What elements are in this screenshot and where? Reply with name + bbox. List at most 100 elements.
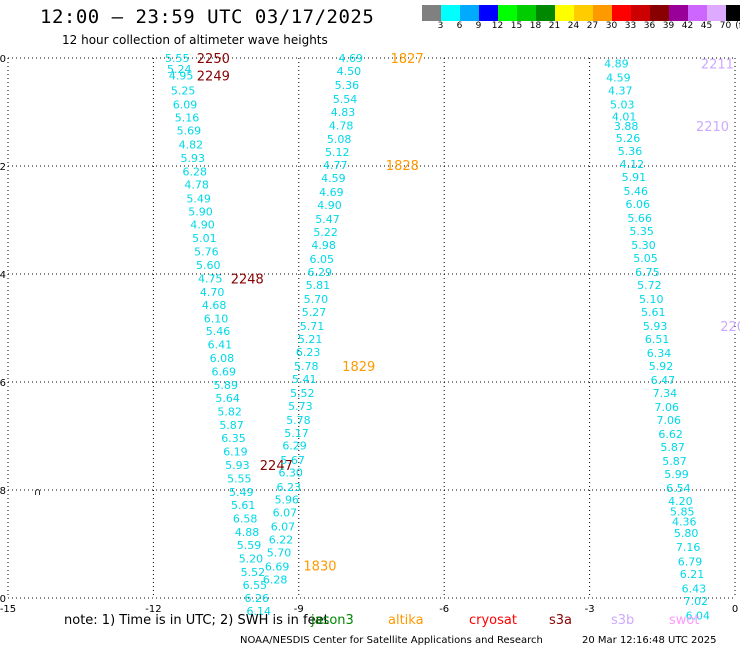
- legend-label: 70: [719, 21, 732, 31]
- wave-height-value: 5.26: [616, 132, 641, 145]
- pass-time-label: 1828: [386, 159, 419, 174]
- legend-label: 9: [475, 21, 482, 31]
- satellite-label-altika: altika: [388, 613, 424, 628]
- wave-height-value: 5.17: [284, 427, 309, 440]
- wave-height-value: 5.70: [267, 547, 292, 560]
- wave-height-value: 5.47: [315, 213, 340, 226]
- x-tick-label: -6: [439, 604, 449, 615]
- wave-height-value: 5.70: [304, 293, 329, 306]
- legend-swatch: [574, 5, 593, 21]
- wave-height-value: 5.78: [286, 414, 311, 427]
- page-subtitle: 12 hour collection of altimeter wave hei…: [62, 33, 328, 47]
- wave-height-value: 5.82: [217, 406, 242, 419]
- wave-height-value: 4.59: [606, 71, 631, 84]
- wave-height-value: 5.49: [229, 486, 254, 499]
- timestamp: 20 Mar 12:16:48 UTC 2025: [582, 635, 717, 646]
- satellite-label-swot: swot: [669, 613, 700, 628]
- x-tick-label: -15: [0, 604, 16, 615]
- legend-label: 24: [567, 21, 580, 31]
- wave-height-value: 5.99: [664, 468, 689, 481]
- legend-swatch: [479, 5, 498, 21]
- x-tick-label: 0: [732, 604, 738, 615]
- wave-height-value: 5.87: [660, 441, 685, 454]
- wave-height-value: 4.50: [337, 65, 362, 78]
- wave-height-value: 6.62: [658, 428, 683, 441]
- legend-swatch: [517, 5, 536, 21]
- wave-height-value: 6.23: [277, 481, 302, 494]
- wave-height-value: 6.35: [221, 432, 246, 445]
- wave-height-value: 5.22: [313, 226, 338, 239]
- wave-height-value: 5.69: [177, 124, 202, 137]
- wave-height-value: 4.78: [184, 178, 209, 191]
- wave-height-value: 5.93: [181, 152, 206, 165]
- legend-swatch: [536, 5, 555, 21]
- wave-height-value: 5.36: [335, 79, 360, 92]
- wave-height-value: 5.46: [624, 185, 649, 198]
- wave-height-value: 6.43: [682, 582, 707, 595]
- wave-height-value: 5.80: [674, 527, 699, 540]
- legend-swatch: [422, 5, 441, 21]
- legend-swatch: [631, 5, 650, 21]
- legend-unit: (ft): [735, 21, 740, 31]
- wave-height-value: 6.28: [182, 165, 207, 178]
- wave-height-value: 6.54: [666, 482, 691, 495]
- legend-label: 15: [510, 21, 523, 31]
- wave-height-value: 5.85: [670, 506, 695, 519]
- wave-height-value: 6.75: [635, 266, 660, 279]
- legend-swatch: [593, 5, 612, 21]
- wave-height-value: 5.93: [225, 459, 250, 472]
- wave-height-value: 4.83: [331, 106, 356, 119]
- wave-height-value: 6.28: [263, 574, 288, 587]
- wave-height-value: 4.82: [179, 138, 204, 151]
- wave-height-value: 5.61: [641, 306, 666, 319]
- wave-height-value: 5.59: [237, 539, 262, 552]
- color-legend: [422, 5, 740, 21]
- wave-height-value: 5.66: [627, 212, 652, 225]
- wave-height-value: 5.12: [325, 146, 350, 159]
- wave-height-value: 6.51: [645, 333, 670, 346]
- y-tick-label: -6: [0, 378, 6, 389]
- wave-height-value: 6.79: [678, 555, 703, 568]
- wave-height-value: 6.04: [686, 609, 711, 622]
- wave-height-value: 7.02: [684, 595, 709, 608]
- footer-note: note: 1) Time is in UTC; 2) SWH is in fe…: [64, 613, 329, 628]
- pass-time-label: 2248: [231, 272, 264, 287]
- wave-height-value: 6.55: [243, 579, 268, 592]
- wave-height-value: 6.23: [296, 346, 321, 359]
- wave-height-value: 5.72: [637, 279, 662, 292]
- wave-height-value: 6.69: [265, 561, 290, 574]
- wave-height-value: 6.30: [278, 467, 303, 480]
- pass-time-label: 2249: [197, 69, 230, 84]
- wave-height-value: 5.67: [280, 454, 305, 467]
- wave-height-value: 5.52: [241, 566, 266, 579]
- wave-height-value: 4.69: [339, 52, 364, 65]
- wave-height-value: 6.10: [204, 312, 229, 325]
- legend-swatch: [726, 5, 740, 21]
- x-tick-label: -3: [585, 604, 595, 615]
- wave-height-value: 4.37: [608, 84, 633, 97]
- wave-height-value: 4.90: [317, 199, 342, 212]
- wave-height-value: 5.24: [167, 63, 192, 76]
- y-tick-label: -8: [0, 486, 6, 497]
- legend-label: 42: [681, 21, 694, 31]
- wave-height-value: 7.06: [656, 414, 681, 427]
- wave-height-value: 6.14: [246, 605, 271, 618]
- wave-height-value: 5.05: [633, 252, 658, 265]
- wave-height-value: 5.76: [194, 245, 219, 258]
- wave-height-value: 6.29: [282, 440, 307, 453]
- wave-height-value: 4.75: [198, 272, 223, 285]
- wave-height-value: 5.64: [215, 392, 240, 405]
- y-tick-label: -10: [0, 594, 6, 605]
- wave-height-value: 5.16: [175, 111, 200, 124]
- x-tick-label: -12: [145, 604, 161, 615]
- wave-height-value: 5.81: [306, 279, 331, 292]
- wave-height-value: 6.05: [309, 253, 334, 266]
- page-title: 12:00 – 23:59 UTC 03/17/2025: [40, 6, 375, 28]
- satellite-label-cryosat: cryosat: [469, 613, 517, 628]
- satellite-label-s3b: s3b: [611, 613, 635, 628]
- pass-time-label: 1830: [303, 560, 336, 575]
- legend-label: 3: [437, 21, 444, 31]
- legend-label: 36: [643, 21, 656, 31]
- legend-label: 33: [624, 21, 637, 31]
